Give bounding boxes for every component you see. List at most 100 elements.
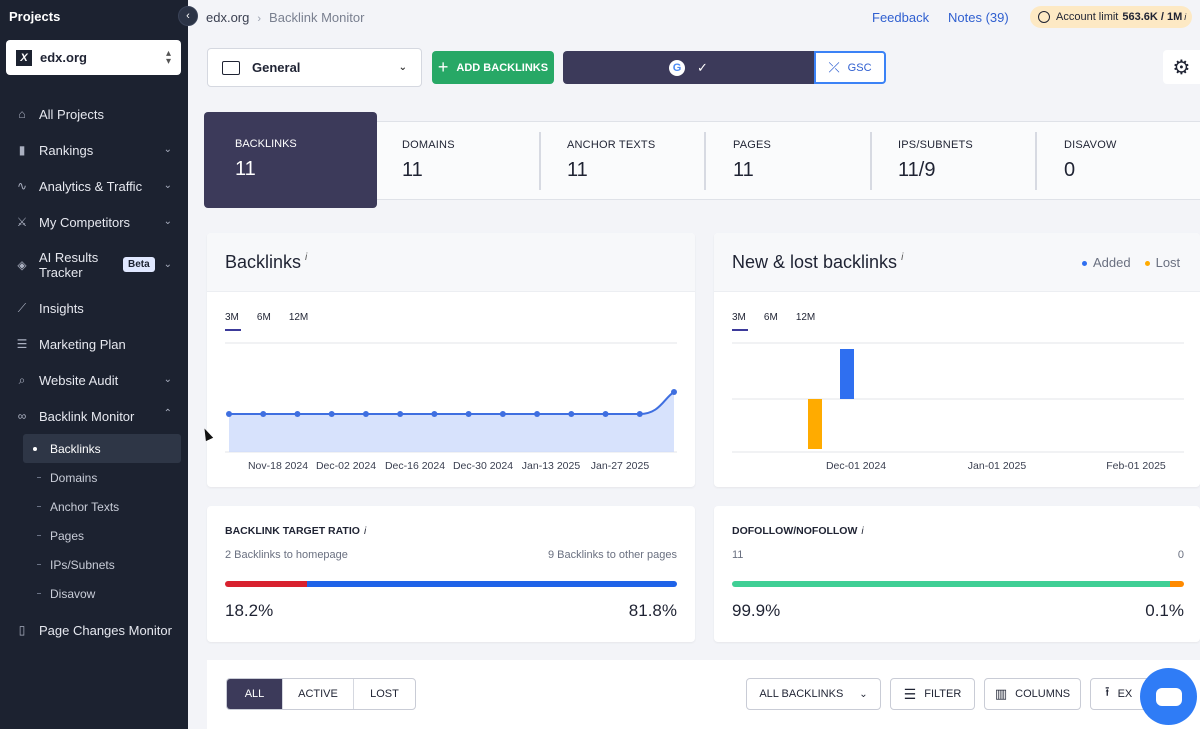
chevron-down-icon: ⌄ <box>163 374 172 385</box>
data-point <box>568 411 575 417</box>
settings-gear-button[interactable]: ⚙ <box>1163 50 1200 84</box>
stat-value: 11 <box>733 159 754 181</box>
new-lost-bar-chart[interactable]: Dec-01 2024 Jan-01 2025 Feb-01 2025 <box>714 233 1200 487</box>
account-limit-badge[interactable]: Account limit 563.6K / 1M i <box>1030 6 1193 28</box>
sync-off-icon: ⤫ <box>828 59 840 75</box>
stat-value: 0 <box>1064 159 1076 181</box>
sidebar-item-page-changes[interactable]: ▯ Page Changes Monitor <box>0 612 188 648</box>
range-12m[interactable]: 12M <box>795 312 816 323</box>
range-6m[interactable]: 6M <box>763 312 778 323</box>
follow-left-pct: 99.9% <box>732 601 781 620</box>
sidebar: Projects X edx.org ▴ ▾ ⌂ All Projects ▮ R… <box>0 0 188 729</box>
range-tabs: 3M 6M 12M <box>225 312 308 331</box>
sidebar-title: Projects <box>9 9 61 24</box>
card-header: Backlinks i <box>207 233 695 292</box>
page-icon: ▯ <box>18 623 26 637</box>
backlinks-area-chart[interactable]: Nov-18 2024 Dec-02 2024 Dec-16 2024 Dec-30 … <box>207 233 695 487</box>
updown-chevron-icon: ▴ ▾ <box>165 47 171 67</box>
ratio-left-sub: 2 Backlinks to homepage <box>225 549 348 561</box>
data-point <box>465 411 472 417</box>
export-label: EX <box>1117 688 1133 700</box>
sidebar-subitem-pages[interactable]: Pages <box>0 521 188 550</box>
sidebar-item-label: My Competitors <box>39 214 131 230</box>
gsc-button[interactable]: ⤫ GSC <box>814 51 886 84</box>
sidebar-item-label: AI Results Tracker <box>39 250 99 280</box>
home-icon: ⌂ <box>18 107 26 121</box>
chevron-up-icon: ⌃ <box>163 408 172 419</box>
sidebar-subitem-label: Anchor Texts <box>50 499 120 514</box>
info-icon: i <box>363 526 367 537</box>
group-select[interactable]: General ⌄ <box>207 48 422 87</box>
plus-icon: + <box>437 57 449 77</box>
range-3m[interactable]: 3M <box>732 312 748 331</box>
legend-lost[interactable]: Lost <box>1144 255 1181 270</box>
ratio-bar <box>225 581 677 587</box>
backlinks-type-select[interactable]: ALL BACKLINKS ⌄ <box>746 678 881 710</box>
select-value: ALL BACKLINKS <box>759 688 844 700</box>
range-3m[interactable]: 3M <box>225 312 241 331</box>
data-point <box>431 411 438 417</box>
sidebar-item-website-audit[interactable]: ⌕ Website Audit ⌄ <box>0 362 188 398</box>
feedback-link[interactable]: Feedback <box>872 10 930 25</box>
sidebar-item-all-projects[interactable]: ⌂ All Projects <box>0 96 188 132</box>
stat-label: IPS/SUBNETS <box>898 139 973 151</box>
account-limit-label: Account limit <box>1056 11 1119 23</box>
dash-icon <box>37 477 41 478</box>
legend-label: Added <box>1093 255 1131 270</box>
sidebar-subitem-ips-subnets[interactable]: IPs/Subnets <box>0 550 188 579</box>
sidebar-item-analytics[interactable]: ∿ Analytics & Traffic ⌄ <box>0 168 188 204</box>
sidebar-nav: ⌂ All Projects ▮ Rankings ⌄ ∿ Analytics … <box>0 96 188 648</box>
check-icon: ✓ <box>697 59 708 75</box>
legend-added[interactable]: Added <box>1082 255 1131 270</box>
bar-lost <box>808 399 822 449</box>
sidebar-subitem-backlinks[interactable]: Backlinks <box>23 434 181 463</box>
sidebar-item-marketing-plan[interactable]: ☰ Marketing Plan <box>0 326 188 362</box>
tab-all[interactable]: ALL <box>227 679 283 709</box>
chat-widget-button[interactable] <box>1140 668 1197 725</box>
gear-icon: ⚙ <box>1172 56 1191 79</box>
data-point <box>671 389 677 395</box>
sidebar-item-rankings[interactable]: ▮ Rankings ⌄ <box>0 132 188 168</box>
follow-right-pct: 0.1% <box>1145 601 1184 620</box>
legend-label: Lost <box>1155 255 1181 270</box>
sidebar-item-competitors[interactable]: ⚔ My Competitors ⌄ <box>0 204 188 240</box>
sidebar-subitem-label: Domains <box>50 470 98 485</box>
filter-button[interactable]: ☰ FILTER <box>890 678 975 710</box>
gsc-label: GSC <box>847 61 872 74</box>
stat-backlinks[interactable]: BACKLINKS 11 <box>204 112 377 208</box>
follow-bar-nofollow <box>1170 581 1184 587</box>
sidebar-item-ai-results[interactable]: ◈ AI Results Tracker Beta ⌄ <box>0 240 188 290</box>
sidebar-item-backlink-monitor[interactable]: ∞ Backlink Monitor ⌃ <box>0 398 188 434</box>
sidebar-subitem-anchor-texts[interactable]: Anchor Texts <box>0 492 188 521</box>
project-selector[interactable]: X edx.org ▴ ▾ <box>6 40 181 75</box>
card-title: Backlinks i <box>225 252 307 273</box>
stat-value: 11 <box>402 159 423 181</box>
sidebar-subitem-label: IPs/Subnets <box>50 557 115 572</box>
card-header: New & lost backlinks i Added Lost <box>714 233 1200 292</box>
x-tick-label: Jan-13 2025 <box>522 460 581 472</box>
data-point <box>328 411 335 417</box>
notes-link[interactable]: Notes (39) <box>948 10 1009 25</box>
google-icon: G <box>669 59 686 76</box>
range-6m[interactable]: 6M <box>256 312 271 323</box>
project-logo-icon: X <box>16 49 32 66</box>
add-backlinks-button[interactable]: + ADD BACKLINKS <box>432 51 554 84</box>
data-point <box>362 411 369 417</box>
project-name: edx.org <box>40 50 87 65</box>
tab-active[interactable]: ACTIVE <box>283 679 354 709</box>
sidebar-subitem-disavow[interactable]: Disavow <box>0 579 188 608</box>
ai-icon: ◈ <box>17 258 27 272</box>
breadcrumb-root[interactable]: edx.org <box>206 10 250 25</box>
card-title-text: Backlinks <box>225 252 302 272</box>
google-connect-button[interactable]: G ✓ <box>563 51 814 84</box>
divider <box>704 132 706 190</box>
columns-button[interactable]: ▥ COLUMNS <box>984 678 1081 710</box>
collapse-sidebar-button[interactable]: ‹ <box>178 6 198 26</box>
sidebar-item-label: Marketing Plan <box>39 336 126 352</box>
tab-lost[interactable]: LOST <box>370 688 399 700</box>
range-12m[interactable]: 12M <box>288 312 309 323</box>
columns-icon: ▥ <box>994 686 1008 701</box>
sidebar-item-insights[interactable]: ⟋ Insights <box>0 290 188 326</box>
sidebar-subitem-domains[interactable]: Domains <box>0 463 188 492</box>
filter-label: FILTER <box>924 688 962 700</box>
